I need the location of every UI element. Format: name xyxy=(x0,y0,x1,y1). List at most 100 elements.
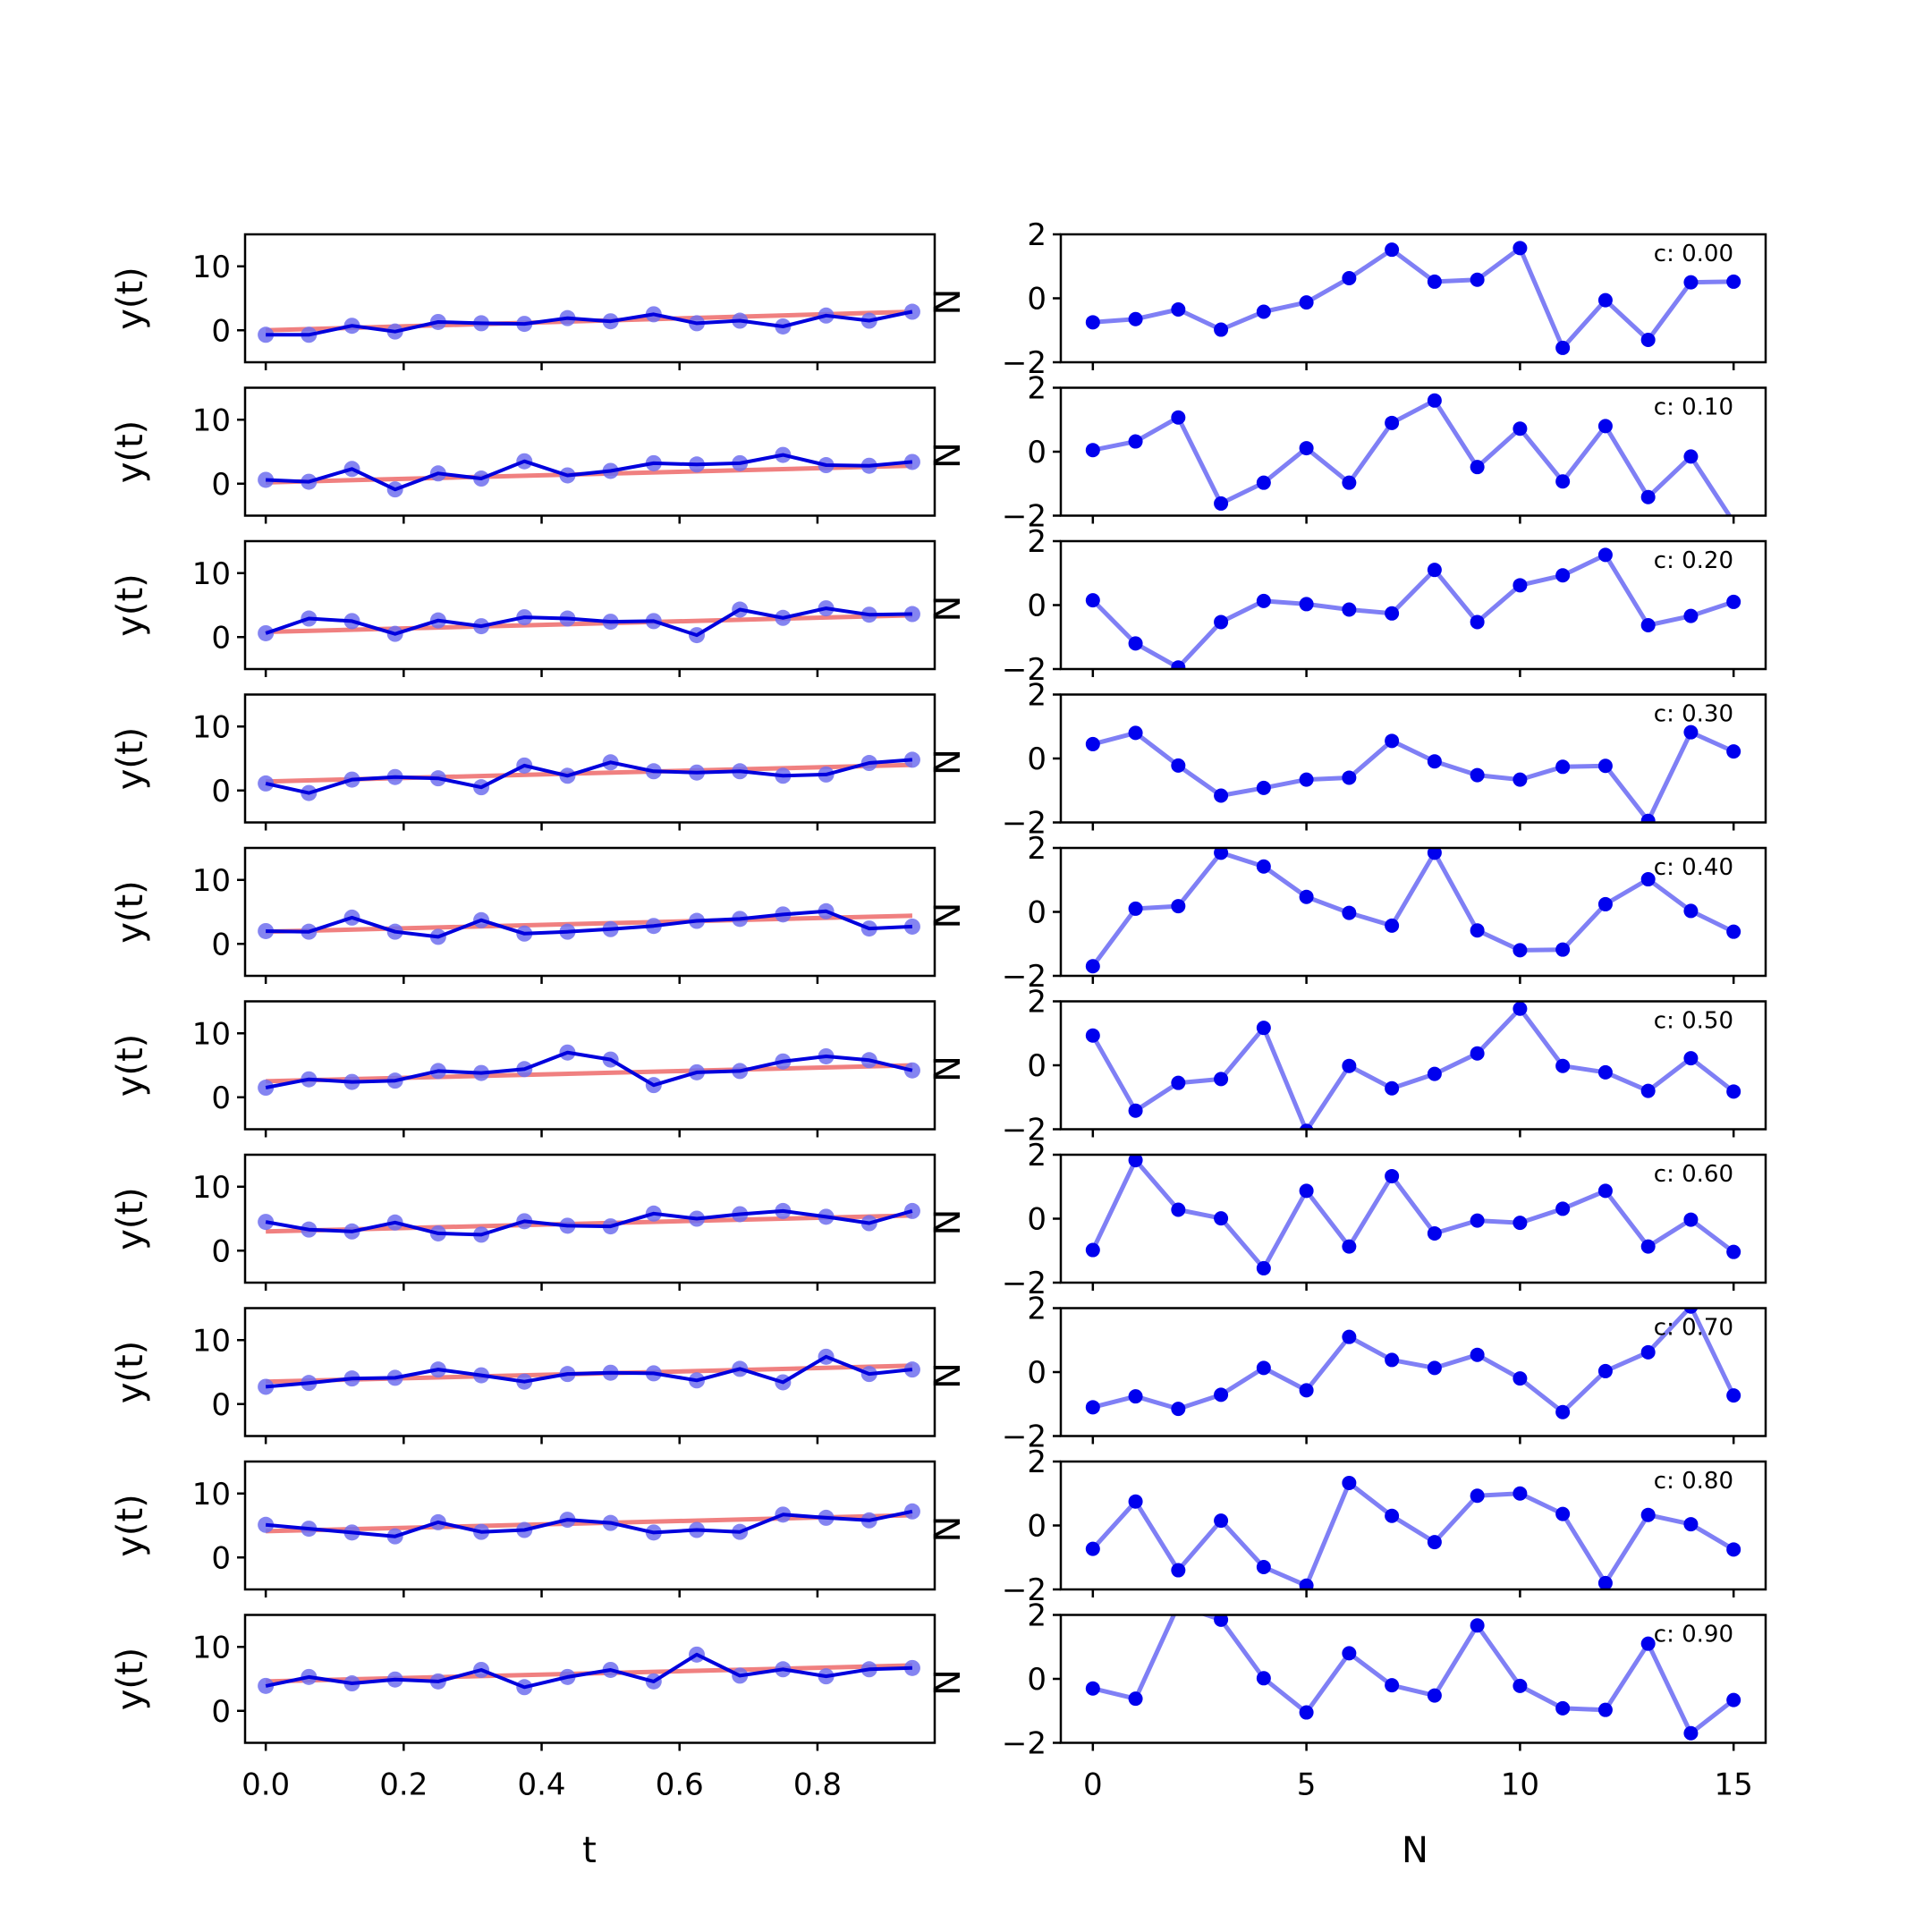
data-point xyxy=(1299,295,1314,310)
data-point xyxy=(1597,896,1613,911)
y-axis-label: y(t) xyxy=(110,1034,151,1097)
y-tick-label: 0 xyxy=(211,1233,231,1269)
data-point xyxy=(1640,872,1656,887)
data-point xyxy=(1726,924,1741,939)
data-point xyxy=(1640,489,1656,504)
data-point xyxy=(1555,474,1571,489)
data-point xyxy=(1128,725,1143,741)
data-point xyxy=(1299,1183,1314,1199)
x-tick-label: 0.0 xyxy=(242,1767,290,1803)
data-point xyxy=(1555,759,1571,775)
data-line xyxy=(265,1509,913,1538)
data-point xyxy=(1470,1488,1485,1504)
left-data-0 xyxy=(258,303,920,343)
panel-annotation: c: 0.90 xyxy=(1654,1622,1733,1648)
data-point xyxy=(1171,1563,1186,1578)
data-point xyxy=(1299,597,1314,612)
data-point xyxy=(1726,274,1741,289)
data-point xyxy=(1427,563,1442,578)
y-axis-label: y(t) xyxy=(110,1187,151,1250)
data-point xyxy=(1385,606,1400,621)
left-frame xyxy=(243,1000,936,1131)
data-point xyxy=(1683,275,1699,290)
panel-annotation: c: 0.30 xyxy=(1654,701,1733,728)
data-point xyxy=(1640,1636,1656,1651)
data-point xyxy=(1171,410,1186,425)
clipped-y-label: N xyxy=(928,1209,969,1236)
clipped-y-label: N xyxy=(928,596,969,623)
y-tick-label: 0 xyxy=(211,467,231,503)
y-tick-label: −2 xyxy=(1002,806,1046,842)
data-line xyxy=(1092,1614,1735,1736)
data-point xyxy=(1597,1183,1613,1199)
right-data-9 xyxy=(1085,1614,1741,1741)
right-x-axis-label: N xyxy=(1402,1830,1428,1871)
data-line xyxy=(266,309,913,337)
data-point xyxy=(903,1202,920,1219)
data-point xyxy=(1470,1046,1485,1061)
panel-annotation: c: 0.40 xyxy=(1654,854,1733,881)
y-tick-label: 0 xyxy=(1027,895,1046,931)
data-point xyxy=(1513,1216,1528,1231)
data-point xyxy=(1085,443,1100,458)
y-tick-label: −2 xyxy=(1002,345,1046,381)
y-tick-label: 2 xyxy=(1027,1138,1046,1174)
y-tick-label: 2 xyxy=(1027,1598,1046,1634)
data-line xyxy=(265,606,912,638)
data-point xyxy=(1128,1494,1143,1509)
right-panel-0: c: 0.00 −2 0 2 xyxy=(1002,217,1767,381)
y-tick-label: −2 xyxy=(1002,1726,1046,1762)
data-point xyxy=(1513,772,1528,787)
data-point xyxy=(1513,578,1528,593)
y-tick-label: 2 xyxy=(1027,217,1046,253)
left-data-1 xyxy=(258,446,920,498)
data-point xyxy=(1640,813,1656,823)
data-point xyxy=(1171,302,1186,318)
x-tick-label: 0.2 xyxy=(379,1767,428,1803)
right-panel-2: c: 0.20 −2 0 2 xyxy=(1002,524,1767,688)
y-tick-label: 0 xyxy=(1027,1048,1046,1084)
data-point xyxy=(1342,770,1357,785)
data-line xyxy=(265,1208,913,1237)
data-point xyxy=(1597,1363,1613,1378)
y-tick-label: 0 xyxy=(211,774,231,809)
right-panel-7: c: 0.70 −2 0 2 xyxy=(1002,1292,1767,1455)
data-point xyxy=(1683,449,1699,464)
data-point xyxy=(1683,1725,1699,1741)
left-frame xyxy=(243,1307,936,1437)
y-axis-label: y(t) xyxy=(110,727,151,791)
data-line xyxy=(1092,1308,1736,1415)
data-line xyxy=(265,1050,913,1089)
left-panel-4: 0 10 y(t) N xyxy=(110,846,969,984)
data-point xyxy=(1214,614,1229,630)
data-point xyxy=(1427,1688,1442,1703)
panel-annotation: c: 0.10 xyxy=(1654,394,1733,421)
left-frame xyxy=(243,1153,936,1284)
left-frame xyxy=(243,233,936,364)
data-point xyxy=(1342,1646,1357,1661)
data-point xyxy=(1085,593,1100,608)
y-tick-label: −2 xyxy=(1002,1419,1046,1455)
data-point xyxy=(1640,1507,1656,1522)
clipped-y-label: N xyxy=(928,1516,969,1543)
data-point xyxy=(1214,1387,1229,1402)
data-point xyxy=(1555,1506,1571,1521)
left-panel-6: 0 10 y(t) N xyxy=(110,1153,969,1291)
x-tick-label: 15 xyxy=(1715,1767,1753,1803)
data-line xyxy=(266,453,913,492)
data-point xyxy=(1171,1075,1186,1090)
y-tick-label: 10 xyxy=(192,1323,231,1359)
y-tick-label: 2 xyxy=(1027,831,1046,867)
data-point xyxy=(1555,568,1571,583)
y-tick-label: −2 xyxy=(1002,1266,1046,1301)
data-point xyxy=(1256,1360,1271,1376)
data-point xyxy=(1171,899,1186,914)
data-point xyxy=(1726,1542,1741,1557)
right-panel-4: c: 0.40 −2 0 2 xyxy=(1002,831,1767,995)
left-data-8 xyxy=(258,1503,920,1545)
data-point xyxy=(1128,636,1143,651)
panel-annotation: c: 0.60 xyxy=(1654,1161,1733,1188)
data-point xyxy=(1470,1347,1485,1362)
right-panel-5: c: 0.50 −2 0 2 xyxy=(1002,985,1767,1148)
data-point xyxy=(1214,1513,1229,1529)
